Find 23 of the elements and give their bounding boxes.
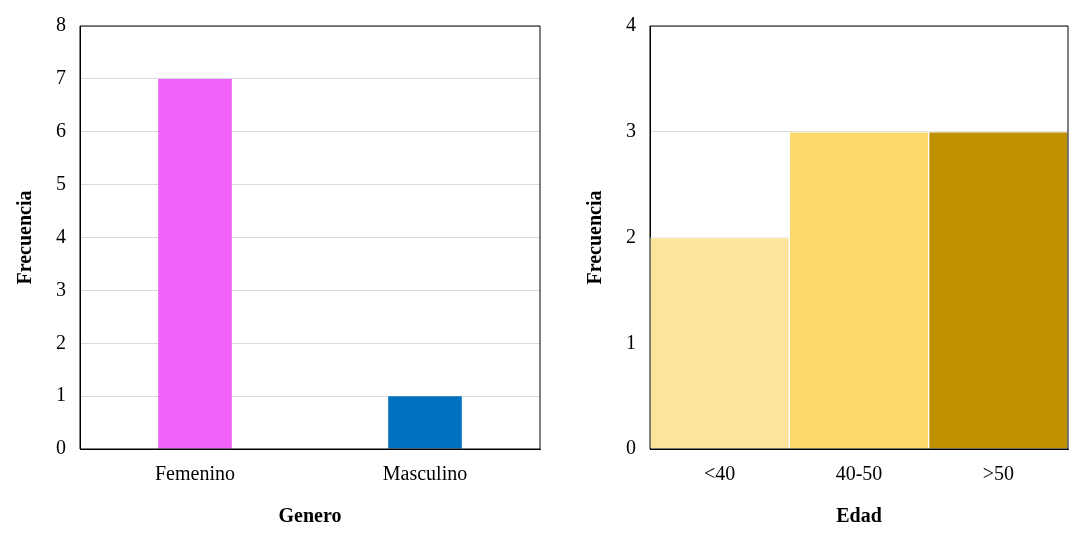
y-tick-label: 0	[56, 436, 66, 459]
x-tick-label: <40	[704, 462, 736, 485]
y-tick-label: 0	[626, 436, 636, 459]
y-tick-label: 5	[56, 171, 66, 194]
y-tick-label: 1	[56, 383, 66, 406]
y-tick-label: 6	[56, 119, 66, 141]
y-tick-label: 4	[626, 13, 636, 36]
x-tick-label: >50	[982, 462, 1014, 485]
y-tick-label: 2	[56, 330, 66, 353]
y-tick-label: 7	[56, 66, 66, 89]
y-tick-label: 3	[626, 119, 636, 141]
y-tick-label: 8	[56, 13, 66, 36]
x-axis-title: Genero	[278, 504, 342, 527]
y-tick-label: 1	[626, 330, 636, 353]
x-tick-label: Masculino	[382, 462, 468, 485]
y-tick-label: 3	[56, 277, 66, 300]
x-axis-title: Edad	[836, 504, 882, 527]
x-tick-label: 40-50	[835, 462, 883, 485]
y-tick-label: 2	[626, 224, 636, 247]
y-axis-title: Frecuencia	[583, 190, 606, 285]
y-axis-title: Frecuencia	[13, 190, 36, 285]
x-tick-label: Femenino	[155, 462, 235, 485]
y-tick-label: 4	[56, 224, 66, 247]
